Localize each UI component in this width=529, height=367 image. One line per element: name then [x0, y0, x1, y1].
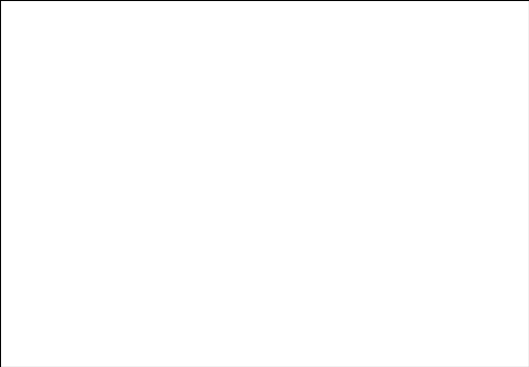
Bar [372, 244, 381, 323]
Text: 47.8: 47.8 [53, 153, 67, 158]
Text: ***: *** [61, 52, 76, 61]
Text: 70: 70 [340, 192, 350, 201]
Text: C: C [13, 192, 22, 206]
Y-axis label: % of body weight: % of body weight [7, 223, 16, 302]
Text: D: D [187, 192, 197, 206]
Y-axis label: % of vessels: % of vessels [334, 235, 343, 291]
Text: 49.4: 49.4 [70, 153, 84, 158]
Polygon shape [474, 15, 517, 135]
Bar [104, 67, 121, 135]
Bar [381, 240, 391, 323]
Text: E: E [347, 192, 355, 206]
Bar [215, 21, 362, 132]
Bar [461, 223, 471, 323]
Text: WT: WT [320, 26, 334, 34]
Bar [222, 254, 250, 323]
Text: 55.1: 55.1 [123, 153, 136, 158]
Text: R/R: R/R [502, 26, 517, 34]
Bar [396, 276, 406, 323]
Text: **: ** [116, 10, 126, 19]
Bar [52, 87, 69, 135]
Text: **: ** [431, 275, 440, 284]
Text: **: ** [90, 203, 99, 212]
Text: **: ** [486, 258, 496, 267]
Bar [421, 242, 431, 323]
Bar [103, 221, 135, 323]
Text: 10 wk: 10 wk [394, 343, 418, 352]
Text: B: B [203, 5, 212, 18]
Polygon shape [312, 15, 362, 135]
Bar [371, 21, 521, 132]
Bar [69, 70, 85, 135]
Bar [431, 292, 440, 323]
Y-axis label: RV wall thickness (μm): RV wall thickness (μm) [175, 211, 184, 314]
Bar [476, 254, 486, 323]
Polygon shape [224, 15, 299, 135]
Legend: WT, R/R: WT, R/R [46, 18, 72, 39]
Text: **: ** [252, 198, 261, 207]
Bar [510, 302, 520, 323]
Text: **: ** [462, 203, 471, 211]
Y-axis label: PA pressure (mmHg): PA pressure (mmHg) [10, 29, 19, 121]
Bar [121, 31, 138, 135]
Text: 47.2: 47.2 [106, 153, 120, 158]
Bar [486, 275, 496, 323]
Bar [263, 219, 291, 323]
Text: **: ** [382, 223, 391, 232]
Bar [54, 237, 87, 323]
Bar [500, 287, 510, 323]
Polygon shape [374, 15, 455, 135]
Text: A: A [21, 5, 31, 18]
Bar [406, 271, 416, 323]
Bar [452, 254, 461, 323]
Text: Avg HCT (%): Avg HCT (%) [43, 153, 83, 158]
Text: 7 mo: 7 mo [476, 343, 497, 352]
